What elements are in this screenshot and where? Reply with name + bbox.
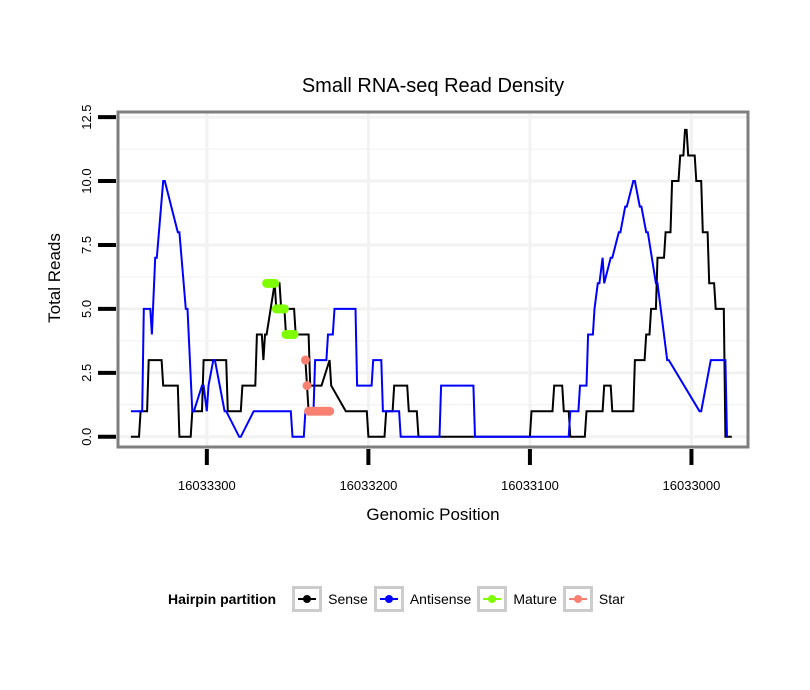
series-line-sense	[130, 128, 732, 438]
x-axis-label: Genomic Position	[366, 505, 499, 524]
legend-label-antisense: Antisense	[409, 591, 472, 607]
legend: Hairpin partition Sense Antisense Mature…	[168, 586, 631, 612]
legend-key-mature	[477, 586, 508, 612]
legend-key-star	[562, 586, 593, 612]
legend-key-sense	[292, 586, 323, 612]
y-tick-label: 0.0	[79, 428, 94, 446]
data-point-mature	[289, 329, 299, 339]
y-tick-label: 7.5	[79, 236, 94, 254]
data-point-star	[325, 406, 335, 416]
chart-title: Small RNA-seq Read Density	[302, 75, 564, 97]
data-point-star	[302, 381, 312, 391]
y-tick-label: 12.5	[79, 104, 94, 129]
legend-label-mature: Mature	[513, 591, 557, 607]
y-tick-label: 5.0	[79, 300, 94, 318]
x-tick-label: 16033000	[663, 478, 721, 493]
series-line-antisense	[130, 180, 728, 438]
data-point-star	[300, 355, 310, 365]
x-axis: 16033300 16033200 16033100 16033000	[178, 449, 720, 493]
y-tick-label: 10.0	[79, 168, 94, 193]
grid	[118, 112, 748, 447]
x-tick-label: 16033100	[501, 478, 559, 493]
y-axis-label: Total Reads	[45, 233, 64, 323]
legend-label-sense: Sense	[328, 591, 368, 607]
legend-label-star: Star	[598, 591, 625, 607]
legend-title: Hairpin partition	[168, 591, 277, 607]
legend-key-antisense	[373, 586, 404, 612]
series-layer	[130, 128, 732, 438]
data-point-mature	[270, 278, 280, 288]
data-point-mature	[279, 304, 289, 314]
y-axis: 0.0 2.5 5.0 7.5 10.0 12.5	[79, 104, 116, 446]
panel-border	[116, 110, 750, 449]
y-tick-label: 2.5	[79, 364, 94, 382]
x-tick-label: 16033200	[339, 478, 397, 493]
x-tick-label: 16033300	[178, 478, 236, 493]
